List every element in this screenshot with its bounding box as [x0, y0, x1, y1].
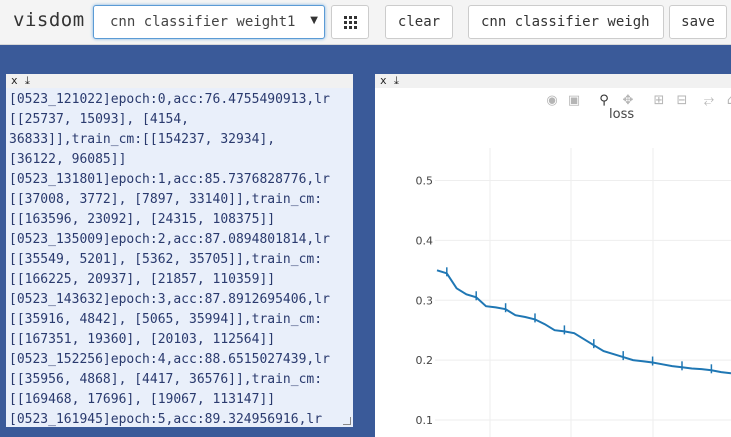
log-line: [0523_143632]epoch:3,acc:87.8912695406,l… — [9, 292, 330, 307]
download-icon[interactable]: ⤓ — [25, 74, 30, 87]
autoscale-icon[interactable]: ⥂ — [703, 93, 715, 108]
y-tick-label: 0.2 — [416, 354, 434, 367]
camera-icon[interactable]: ◉ — [546, 93, 558, 108]
pan-icon[interactable]: ✥ — [622, 93, 634, 108]
log-line: [[35956, 4868], [4417, 36576]],train_cm: — [9, 372, 323, 387]
download-icon[interactable]: ⤓ — [394, 74, 399, 87]
log-line: [[166225, 20937], [21857, 110359]] — [9, 272, 276, 287]
log-line: [[169468, 17696], [19067, 113147]] — [9, 392, 276, 407]
zoom-out-icon[interactable]: ⊟ — [676, 93, 688, 108]
plot-pane[interactable]: x ⤓ ◉ ▣ ⚲ ✥ ⊞ ⊟ ⥂ ⌂ loss 0.1 0.2 0.3 0.4 0.5 — [375, 74, 731, 437]
close-icon[interactable]: x — [380, 74, 387, 87]
top-bar: visdom cnn classifier weight1 ▼ clear cn… — [0, 0, 731, 45]
app-logo: visdom — [13, 9, 85, 31]
log-line: [[25737, 15093], [4154, — [9, 112, 190, 127]
log-line: [[35549, 5201], [5362, 35705]],train_cm: — [9, 252, 323, 267]
chevron-down-icon: ▼ — [310, 15, 318, 26]
view-name-value: cnn classifier weigh — [481, 14, 650, 30]
clear-button-label: clear — [397, 14, 441, 30]
y-tick-label: 0.1 — [416, 414, 434, 427]
log-line: [[163596, 23092], [24315, 108375]] — [9, 212, 276, 227]
log-line: 36833]],train_cm:[[154237, 32934], — [9, 132, 276, 147]
loss-chart[interactable]: 0.1 0.2 0.3 0.4 0.5 — [375, 74, 731, 437]
log-line: [0523_121022]epoch:0,acc:76.4755490913,l… — [9, 92, 330, 107]
save-icon[interactable]: ▣ — [567, 93, 581, 108]
log-line: [36122, 96085]] — [9, 152, 127, 167]
log-line: [0523_161945]epoch:5,acc:89.324956916,lr — [9, 412, 323, 427]
save-button[interactable]: save — [669, 5, 727, 39]
y-tick-label: 0.5 — [416, 175, 434, 188]
zoom-icon[interactable]: ⚲ — [599, 93, 609, 108]
log-line: [0523_135009]epoch:2,acc:87.0894801814,l… — [9, 232, 330, 247]
log-line: [0523_152256]epoch:4,acc:88.6515027439,l… — [9, 352, 330, 367]
environment-select[interactable]: cnn classifier weight1 ▼ — [93, 5, 325, 39]
y-tick-label: 0.3 — [416, 294, 434, 307]
environment-select-value: cnn classifier weight1 — [110, 14, 296, 30]
log-line: [[35916, 4842], [5065, 35994]],train_cm: — [9, 312, 323, 327]
pane-header[interactable]: x ⤓ — [375, 74, 731, 88]
clear-button[interactable]: clear — [385, 5, 453, 39]
log-line: [[37008, 3772], [7897, 33140]],train_cm: — [9, 192, 323, 207]
chart-title: loss — [609, 107, 635, 122]
loss-series-line — [436, 269, 731, 375]
layout-grid-button[interactable] — [331, 5, 369, 39]
text-pane[interactable]: x ⤓ [0523_121022]epoch:0,acc:76.47554909… — [6, 74, 353, 427]
reset-icon[interactable]: ⌂ — [726, 93, 731, 108]
view-name-input[interactable]: cnn classifier weigh — [468, 5, 664, 39]
pane-header[interactable]: x ⤓ — [6, 74, 353, 88]
y-tick-label: 0.4 — [416, 234, 434, 247]
resize-handle[interactable] — [343, 417, 351, 425]
zoom-in-icon[interactable]: ⊞ — [653, 93, 665, 108]
grid-icon — [344, 16, 357, 29]
text-log: [0523_121022]epoch:0,acc:76.4755490913,l… — [6, 88, 353, 427]
close-icon[interactable]: x — [11, 74, 18, 87]
save-button-label: save — [681, 14, 715, 30]
log-line: [[167351, 19360], [20103, 112564]] — [9, 332, 276, 347]
log-line: [0523_131801]epoch:1,acc:85.7376828776,l… — [9, 172, 330, 187]
